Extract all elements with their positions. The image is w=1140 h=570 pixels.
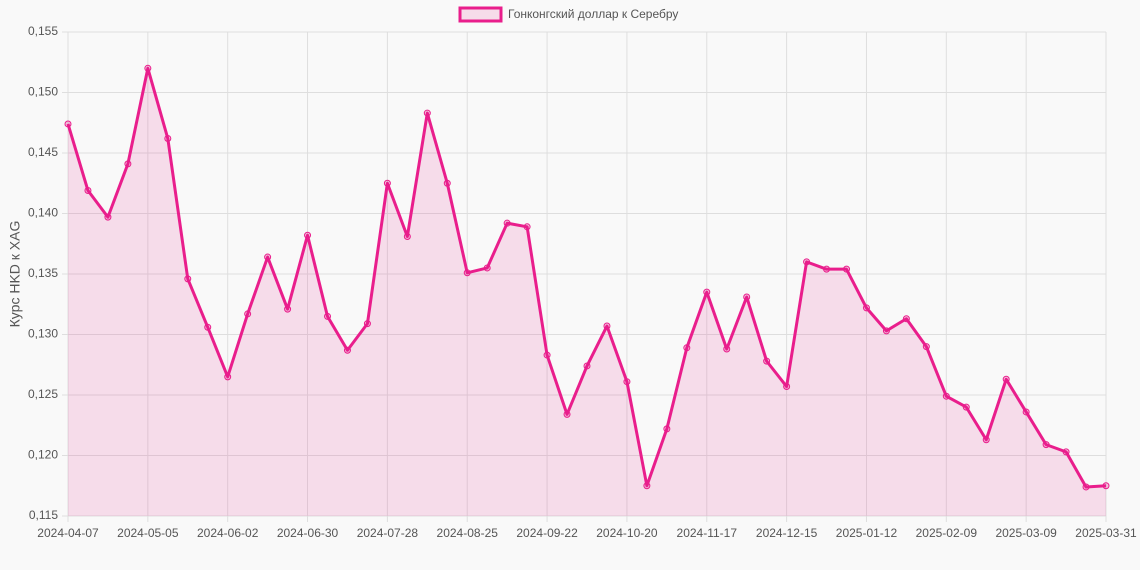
point xyxy=(144,64,152,72)
x-tick-label: 2025-03-31 xyxy=(1075,526,1137,540)
x-tick-label: 2024-06-30 xyxy=(277,526,339,540)
point xyxy=(304,231,312,239)
point xyxy=(64,120,72,128)
x-tick-label: 2025-02-09 xyxy=(916,526,978,540)
point xyxy=(1102,482,1110,490)
point xyxy=(882,327,890,335)
point xyxy=(743,293,751,301)
x-tick-label: 2025-03-09 xyxy=(995,526,1057,540)
point xyxy=(902,315,910,323)
point xyxy=(783,383,791,391)
y-tick-label: 0,150 xyxy=(28,85,58,99)
y-tick-label: 0,120 xyxy=(28,448,58,462)
line xyxy=(66,66,1107,489)
point xyxy=(383,179,391,187)
x-tick-label: 2024-08-25 xyxy=(437,526,499,540)
point xyxy=(723,345,731,353)
point xyxy=(1082,483,1090,491)
point xyxy=(563,410,571,418)
point xyxy=(224,373,232,381)
legend-label[interactable]: Гонконгский доллар к Серебру xyxy=(508,7,678,21)
point xyxy=(843,265,850,273)
point xyxy=(543,351,551,359)
y-tick-label: 0,130 xyxy=(28,327,58,341)
point xyxy=(84,187,92,195)
point xyxy=(463,269,471,277)
y-axis-title: Курс HKD к XAG xyxy=(7,221,23,328)
legend-swatch[interactable] xyxy=(458,6,503,23)
point xyxy=(823,265,831,273)
point xyxy=(1042,441,1050,449)
point xyxy=(763,357,771,365)
point xyxy=(663,425,671,433)
x-tick-label: 2024-09-22 xyxy=(516,526,578,540)
point xyxy=(962,403,970,411)
area xyxy=(68,68,1106,517)
point xyxy=(324,312,331,320)
x-tick-label: 2024-10-20 xyxy=(596,526,658,540)
x-tick-label: 2025-01-12 xyxy=(836,526,898,540)
point xyxy=(803,258,811,266)
x-tick-label: 2024-04-07 xyxy=(37,526,99,540)
point xyxy=(284,305,292,313)
point xyxy=(583,362,591,370)
y-tick-label: 0,145 xyxy=(28,145,58,159)
point xyxy=(403,232,411,240)
point xyxy=(184,275,192,283)
point xyxy=(483,264,491,272)
point xyxy=(982,436,990,444)
point xyxy=(204,323,212,331)
x-tick-label: 2024-11-17 xyxy=(677,526,738,540)
x-tick-label: 2024-06-02 xyxy=(197,526,259,540)
x-tick-label: 2024-05-05 xyxy=(117,526,179,540)
point xyxy=(922,343,930,351)
x-tick-label: 2024-07-28 xyxy=(357,526,419,540)
y-tick-label: 0,135 xyxy=(28,266,58,280)
point xyxy=(1062,448,1070,456)
point xyxy=(124,160,132,168)
y-tick-label: 0,125 xyxy=(28,387,58,401)
point xyxy=(343,346,351,354)
point xyxy=(443,179,451,187)
point xyxy=(164,134,172,142)
point xyxy=(942,392,950,400)
point xyxy=(703,288,711,296)
point xyxy=(603,322,611,330)
y-tick-label: 0,115 xyxy=(29,508,58,522)
point xyxy=(244,310,252,318)
x-tick-label: 2024-12-15 xyxy=(756,526,818,540)
point xyxy=(683,344,691,352)
point xyxy=(862,304,870,312)
point xyxy=(104,213,112,221)
point xyxy=(1002,375,1010,383)
point xyxy=(503,219,511,227)
point xyxy=(523,223,531,231)
point xyxy=(643,482,651,490)
point xyxy=(623,378,631,386)
point xyxy=(264,253,272,261)
y-tick-label: 0,155 xyxy=(28,24,58,38)
y-tick-label: 0,140 xyxy=(28,206,58,220)
point xyxy=(363,320,371,328)
point xyxy=(423,109,431,117)
point xyxy=(1022,408,1030,416)
